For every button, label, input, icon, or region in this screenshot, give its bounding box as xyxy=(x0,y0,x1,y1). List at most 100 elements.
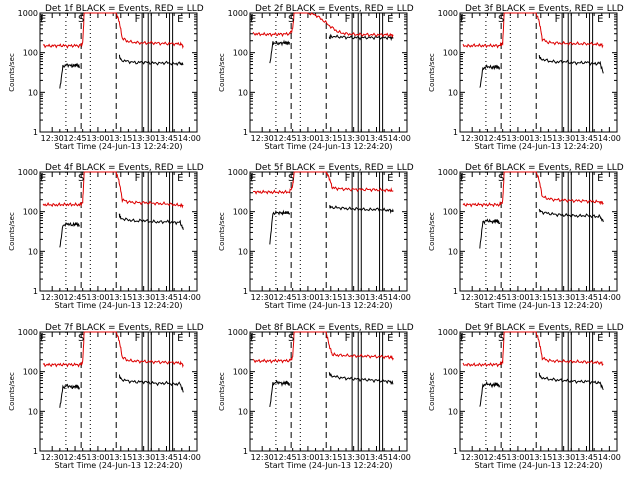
y-axis-label: Counts/sec xyxy=(8,372,16,411)
y-tick-label: 100 xyxy=(233,368,248,377)
phase-marker-e: E xyxy=(387,14,393,25)
y-tick-label: 1000 xyxy=(438,168,458,177)
events-series-line-segment-2 xyxy=(538,54,604,74)
events-series-line-segment-2 xyxy=(119,374,184,393)
plot-frame xyxy=(459,331,618,452)
panel-det-1: Det 1f BLACK = Events, RED = LLD 1 10 100 10… xyxy=(8,4,204,151)
phase-marker-f: F xyxy=(345,333,351,344)
x-tick-label: 13:45 xyxy=(155,453,178,462)
x-tick-label: 12:30 xyxy=(251,453,274,462)
y-tick-label: 1000 xyxy=(438,9,458,18)
phase-marker-s: S xyxy=(288,333,294,344)
chart-title: Det 2f BLACK = Events, RED = LLD xyxy=(255,4,414,14)
x-tick-label: 12:30 xyxy=(41,293,64,302)
y-tick-label: 100 xyxy=(233,208,248,217)
x-tick-label: 12:30 xyxy=(251,134,274,143)
x-tick-label: 14:00 xyxy=(388,293,411,302)
y-axis-label: Counts/sec xyxy=(8,212,16,251)
lld-series-line xyxy=(42,12,184,50)
events-series-line xyxy=(59,62,80,89)
x-tick-label: 14:00 xyxy=(598,453,621,462)
plot-frame xyxy=(459,171,618,292)
x-tick-label: 14:00 xyxy=(598,293,621,302)
y-tick-label: 10 xyxy=(448,247,458,256)
x-axis-label: Start Time (24-Jun-13 12:24:20) xyxy=(55,301,183,310)
phase-marker-f: F xyxy=(555,14,561,25)
phase-marker-s: S xyxy=(78,173,84,184)
x-tick-label: 13:00 xyxy=(506,293,529,302)
x-tick-label: 12:45 xyxy=(64,134,87,143)
y-tick-label: 1000 xyxy=(18,328,38,337)
y-axis-label: Counts/sec xyxy=(218,53,226,92)
x-tick-label: 13:30 xyxy=(132,293,155,302)
x-tick-label: 13:30 xyxy=(342,134,365,143)
y-tick-label: 100 xyxy=(443,208,458,217)
x-tick-label: 12:45 xyxy=(64,453,87,462)
x-tick-label: 13:45 xyxy=(365,453,388,462)
y-tick-label: 1000 xyxy=(18,9,38,18)
x-tick-label: 13:30 xyxy=(552,134,575,143)
y-tick-label: 1000 xyxy=(228,168,248,177)
y-tick-label: 1000 xyxy=(18,168,38,177)
phase-marker-f: F xyxy=(135,333,141,344)
y-tick-label: 1 xyxy=(243,287,248,296)
lld-series-line xyxy=(462,12,604,49)
phase-marker-e: E xyxy=(250,173,256,184)
chart-title: Det 6f BLACK = Events, RED = LLD xyxy=(465,163,624,173)
y-tick-label: 10 xyxy=(448,407,458,416)
y-tick-label: 100 xyxy=(23,208,38,217)
phase-marker-e: E xyxy=(40,333,46,344)
y-tick-label: 100 xyxy=(443,368,458,377)
lld-series-line xyxy=(462,171,604,208)
y-tick-label: 10 xyxy=(28,88,38,97)
y-tick-label: 10 xyxy=(448,88,458,97)
x-tick-label: 14:00 xyxy=(388,453,411,462)
phase-marker-s: S xyxy=(78,333,84,344)
x-tick-label: 13:15 xyxy=(319,134,342,143)
y-tick-label: 10 xyxy=(238,407,248,416)
events-series-line-segment-2 xyxy=(328,372,394,385)
y-tick-label: 1000 xyxy=(438,328,458,337)
panel-det-6: Det 6f BLACK = Events, RED = LLD 1 10 100 10… xyxy=(428,163,624,310)
x-axis-label: Start Time (24-Jun-13 12:24:20) xyxy=(475,142,603,151)
events-series-line xyxy=(479,64,501,88)
lld-series-line xyxy=(252,171,394,195)
events-series-line-segment-2 xyxy=(538,209,604,223)
x-tick-label: 13:45 xyxy=(575,134,598,143)
phase-marker-e: E xyxy=(387,173,393,184)
x-tick-label: 14:00 xyxy=(178,134,201,143)
y-tick-label: 1 xyxy=(33,447,38,456)
events-series-line-segment-2 xyxy=(538,372,604,391)
y-axis-label: Counts/sec xyxy=(428,372,436,411)
x-tick-label: 13:00 xyxy=(86,293,109,302)
x-axis-label: Start Time (24-Jun-13 12:24:20) xyxy=(55,461,183,470)
x-tick-label: 12:45 xyxy=(274,293,297,302)
x-tick-label: 12:30 xyxy=(41,134,64,143)
events-series-line-segment-2 xyxy=(328,205,394,215)
lld-series-line xyxy=(252,331,394,364)
x-tick-label: 13:30 xyxy=(132,134,155,143)
phase-marker-e: E xyxy=(460,14,466,25)
x-tick-label: 12:30 xyxy=(461,453,484,462)
lld-series-line xyxy=(462,331,604,368)
x-tick-label: 12:45 xyxy=(274,453,297,462)
x-tick-label: 14:00 xyxy=(178,453,201,462)
y-tick-label: 1000 xyxy=(228,328,248,337)
phase-marker-e: E xyxy=(460,333,466,344)
x-tick-label: 14:00 xyxy=(178,293,201,302)
x-tick-label: 13:30 xyxy=(342,453,365,462)
plot-frame xyxy=(249,171,408,292)
y-tick-label: 1 xyxy=(453,128,458,137)
x-axis-label: Start Time (24-Jun-13 12:24:20) xyxy=(265,142,393,151)
y-tick-label: 100 xyxy=(23,49,38,58)
y-tick-label: 100 xyxy=(233,49,248,58)
phase-marker-e: E xyxy=(250,333,256,344)
events-series-line-segment-2 xyxy=(118,54,184,67)
events-series-line xyxy=(59,221,80,248)
x-tick-label: 14:00 xyxy=(388,134,411,143)
y-tick-label: 100 xyxy=(443,49,458,58)
x-tick-label: 12:45 xyxy=(484,293,507,302)
x-tick-label: 13:30 xyxy=(552,293,575,302)
x-tick-label: 13:30 xyxy=(342,293,365,302)
